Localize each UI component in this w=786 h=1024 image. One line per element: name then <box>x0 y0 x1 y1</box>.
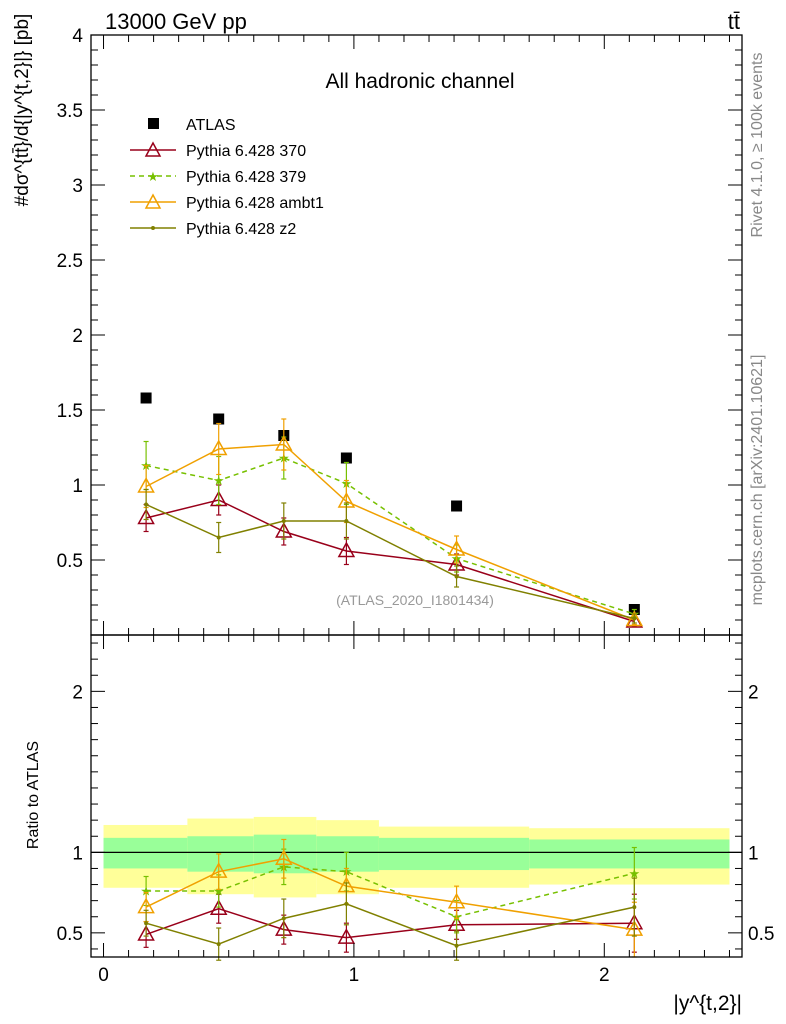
main-point-atlas <box>140 392 152 404</box>
ratio-band-inner <box>378 837 530 871</box>
analysis-tag: (ATLAS_2020_I1801434) <box>336 592 494 608</box>
main-point-pythia-6-428-370 <box>337 541 356 558</box>
main-point-pythia-6-428-370 <box>209 490 228 507</box>
ratio-point-pythia-6-428-ambt1 <box>447 892 466 909</box>
x-axis-label: |y^{t,2}| <box>673 992 742 1015</box>
legend-label-ambt1: Pythia 6.428 ambt1 <box>186 195 324 212</box>
ratio-point-pythia-6-428-z2 <box>632 905 637 910</box>
main-y-tick-label: 4 <box>72 26 83 47</box>
ratio-point-pythia-6-428-z2 <box>216 942 221 947</box>
main-line-pythia-6-428-z2 <box>145 503 635 620</box>
ratio-plot-frame <box>90 634 743 958</box>
main-y-tick-label: 1 <box>72 476 83 497</box>
ratio-point-pythia-6-428-z2 <box>144 921 149 926</box>
main-y-tick-label: 0.5 <box>57 551 83 572</box>
main-point-pythia-6-428-z2 <box>454 574 459 579</box>
ratio-bands <box>91 816 742 898</box>
main-y-tick-label: 2.5 <box>57 251 83 272</box>
main-point-pythia-6-428-ambt1 <box>625 610 644 627</box>
main-point-pythia-6-428-z2 <box>632 616 637 621</box>
ratio-y-tick-label-left: 0.5 <box>57 924 83 945</box>
rivet-label: Rivet 4.1.0, ≥ 100k events <box>749 53 766 238</box>
ratio-line-pythia-6-428-z2 <box>145 903 635 947</box>
main-point-pythia-6-428-379: ★ <box>213 473 225 488</box>
ratio-point-pythia-6-428-z2 <box>454 943 459 948</box>
ratio-y-tick-label-left: 1 <box>72 843 83 864</box>
ratio-point-pythia-6-428-ambt1 <box>275 849 293 866</box>
legend: ATLAS Pythia 6.428 370 ★ Pythia 6.428 37… <box>130 117 324 238</box>
main-point-pythia-6-428-z2 <box>344 519 349 523</box>
legend-label-379: Pythia 6.428 379 <box>186 169 306 186</box>
legend-marker-379: ★ <box>147 169 159 184</box>
ratio-y-tick-label-right: 2 <box>748 682 759 703</box>
main-line-pythia-6-428-370 <box>145 499 635 623</box>
main-y-tick-label: 3.5 <box>57 101 83 122</box>
ratio-y-tick-label-right: 0.5 <box>748 924 774 945</box>
main-point-pythia-6-428-ambt1 <box>275 434 293 451</box>
ratio-line-pythia-6-428-ambt1 <box>145 858 635 931</box>
main-y-tick-label: 3 <box>72 176 83 197</box>
ratio-band-inner <box>316 836 379 872</box>
chart-title: All hadronic channel <box>325 70 514 93</box>
main-point-atlas <box>451 500 463 512</box>
ratio-line-pythia-6-428-370 <box>145 907 635 939</box>
legend-marker-ambt1 <box>144 193 162 209</box>
ratio-band-inner <box>103 837 188 869</box>
legend-marker-atlas <box>148 118 159 129</box>
ratio-point-pythia-6-428-379: ★ <box>140 883 152 898</box>
main-point-pythia-6-428-z2 <box>281 519 286 523</box>
ratio-line-pythia-6-428-379 <box>146 866 635 918</box>
main-y-tick-label: 2 <box>72 326 83 347</box>
ratio-point-pythia-6-428-370 <box>337 928 356 944</box>
main-point-pythia-6-428-370 <box>137 508 155 525</box>
main-point-atlas <box>340 452 352 464</box>
ratio-point-pythia-6-428-ambt1 <box>209 862 228 878</box>
main-line-pythia-6-428-ambt1 <box>145 443 635 621</box>
main-point-pythia-6-428-ambt1 <box>447 539 466 556</box>
ratio-point-pythia-6-428-z2 <box>281 916 286 921</box>
ratio-point-pythia-6-428-370 <box>137 924 155 941</box>
legend-label-z2: Pythia 6.428 z2 <box>186 221 296 238</box>
ratio-y-tick-label-right: 1 <box>748 843 759 864</box>
ratio-point-pythia-6-428-370 <box>209 899 228 915</box>
axes: 0.5 1 1.5 2 2.5 3 3.5 4 0.5 0.5 1 1 2 2 0 1 2 <box>57 26 775 986</box>
ratio-point-pythia-6-428-z2 <box>344 901 349 906</box>
legend-label-370: Pythia 6.428 370 <box>186 143 306 160</box>
ratio-y-tick-label-left: 2 <box>72 682 83 703</box>
ratio-y-axis-label: Ratio to ATLAS <box>25 741 42 849</box>
ratio-band-inner <box>529 839 730 869</box>
process-label: tt̄ <box>728 9 740 34</box>
x-tick-label: 1 <box>349 965 360 986</box>
legend-marker-370 <box>144 141 162 157</box>
main-plot-data: ★★★★★★ <box>137 392 644 628</box>
main-y-tick-label: 1.5 <box>57 401 83 422</box>
main-point-pythia-6-428-z2 <box>216 535 221 540</box>
ratio-point-pythia-6-428-379: ★ <box>213 883 225 898</box>
main-y-axis-label: #dσ^{tt̄}/d{|y^{t,2}|} [pb] <box>12 14 33 207</box>
main-point-atlas <box>213 413 225 425</box>
main-point-pythia-6-428-z2 <box>144 502 149 507</box>
x-tick-label: 0 <box>98 965 109 986</box>
legend-label-atlas: ATLAS <box>186 117 236 134</box>
legend-marker-z2 <box>151 226 155 230</box>
main-point-pythia-6-428-ambt1 <box>209 439 228 456</box>
ratio-plot-data: ★ ★★ ★★★ <box>137 838 644 961</box>
x-tick-label: 2 <box>599 965 610 986</box>
energy-label: 13000 GeV pp <box>105 9 247 34</box>
ratio-point-pythia-6-428-379: ★ <box>629 866 641 881</box>
source-label: mcplots.cern.ch [arXiv:2401.10621] <box>749 355 766 606</box>
